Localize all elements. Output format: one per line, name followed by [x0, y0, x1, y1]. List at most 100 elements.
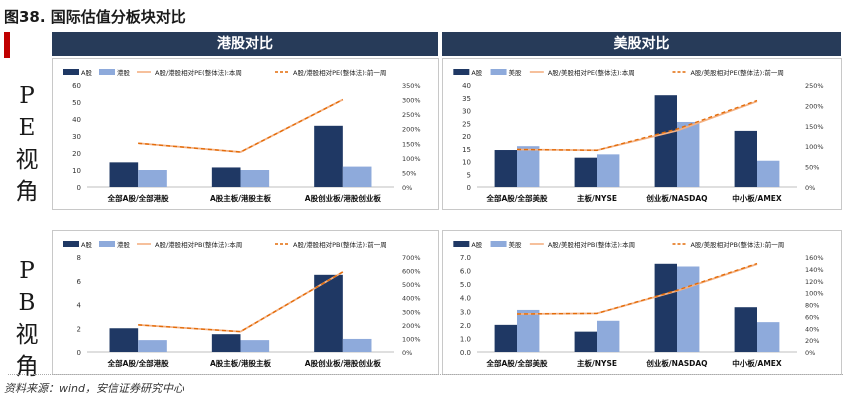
- y-tick-label: 30: [72, 133, 81, 141]
- y-tick-label: 0.0: [460, 349, 471, 357]
- y-tick-label: 40: [72, 116, 81, 124]
- accent-bar: [4, 32, 10, 58]
- y2-tick-label: 200%: [402, 126, 421, 134]
- x-tick-label: 中小板/AMEX: [732, 193, 782, 203]
- y2-tick-label: 100%: [805, 290, 824, 298]
- bar-foreign: [240, 170, 270, 187]
- legend-label: A股/港股相对PE(整体法):前一周: [293, 68, 386, 77]
- y2-tick-label: 0%: [805, 349, 815, 357]
- pb-side-text: PB视角: [15, 258, 39, 380]
- y2-tick-label: 400%: [402, 295, 421, 303]
- x-tick-label: 中小板/AMEX: [732, 358, 782, 368]
- y2-tick-label: 150%: [402, 140, 421, 148]
- x-tick-label: A股主板/港股主板: [210, 193, 272, 203]
- y2-tick-label: 500%: [402, 281, 421, 289]
- bar-a-share: [574, 157, 597, 187]
- legend-swatch: [490, 241, 507, 247]
- legend-label: A股/港股相对PE(整体法):本周: [155, 68, 242, 77]
- pe-side-text: PE视角: [15, 83, 39, 205]
- y2-tick-label: 50%: [402, 169, 416, 177]
- bar-a-share: [734, 307, 757, 352]
- bar-foreign: [597, 320, 620, 352]
- legend-swatch: [490, 69, 507, 75]
- bar-a-share: [734, 130, 757, 187]
- x-tick-label: 全部A股/全部美股: [485, 193, 548, 203]
- y2-tick-label: 300%: [402, 308, 421, 316]
- y-tick-label: 25: [462, 120, 471, 128]
- legend-label: A股/美股相对PE(整体法):前一周: [690, 68, 783, 77]
- line-prev-week: [138, 98, 344, 153]
- y-tick-label: 5.0: [460, 281, 471, 289]
- y2-tick-label: 60%: [805, 313, 819, 321]
- y-tick-label: 20: [462, 133, 471, 141]
- legend-label: A股: [81, 69, 92, 77]
- y-tick-label: 3.0: [460, 308, 471, 316]
- x-tick-label: 创业板/NASDAQ: [645, 358, 707, 368]
- y2-tick-label: 160%: [805, 254, 824, 262]
- legend-label: A股/港股相对PB(整体法):本周: [155, 240, 242, 249]
- legend-label: 港股: [117, 240, 131, 249]
- legend-label: 美股: [509, 68, 522, 77]
- y-tick-label: 0: [77, 349, 81, 357]
- bar-foreign: [677, 266, 700, 352]
- pb-side-label: PB视角: [4, 255, 50, 383]
- figure-title: 图38. 国际估值分板块对比: [4, 8, 186, 26]
- legend-label: A股/美股相对PB(整体法):前一周: [690, 240, 784, 249]
- y-tick-label: 0: [467, 184, 471, 192]
- legend-label: A股: [471, 241, 482, 249]
- us-pe-panel: A股 美股 A股/美股相对PE(整体法):本周 A股/美股相对PE(整体法):前一周 0…: [442, 58, 842, 210]
- y2-tick-label: 80%: [805, 302, 819, 310]
- y2-tick-label: 100%: [402, 335, 421, 343]
- legend-label: 美股: [509, 240, 522, 249]
- y-tick-label: 10: [462, 159, 471, 167]
- legend-swatch: [99, 69, 115, 75]
- y-tick-label: 7.0: [460, 254, 471, 262]
- us-pe-chart: A股 美股 A股/美股相对PE(整体法):本周 A股/美股相对PE(整体法):前一周 0…: [453, 68, 824, 203]
- bar-a-share: [314, 274, 343, 352]
- bar-foreign: [240, 340, 270, 352]
- right-column-header: 美股对比: [442, 32, 841, 56]
- y2-tick-label: 100%: [402, 155, 421, 163]
- bar-foreign: [138, 340, 167, 352]
- y-tick-label: 35: [462, 95, 471, 103]
- x-tick-label: 主板/NYSE: [577, 193, 617, 203]
- legend-label: A股: [81, 241, 92, 249]
- y2-tick-label: 20%: [805, 337, 819, 345]
- bar-foreign: [597, 154, 620, 187]
- y2-tick-label: 50%: [805, 164, 819, 172]
- y2-tick-label: 300%: [402, 97, 421, 105]
- bar-foreign: [757, 322, 780, 352]
- line-this-week: [516, 263, 758, 315]
- hk-pb-panel: A股 港股 A股/港股相对PB(整体法):本周 A股/港股相对PB(整体法):前一周 0…: [52, 230, 439, 375]
- y2-tick-label: 0%: [805, 184, 815, 192]
- y-tick-label: 8: [77, 254, 81, 262]
- legend-swatch: [63, 241, 79, 247]
- y-tick-label: 2.0: [460, 322, 471, 330]
- bar-foreign: [138, 170, 167, 187]
- hk-pb-chart: A股 港股 A股/港股相对PB(整体法):本周 A股/港股相对PB(整体法):前一周 0…: [63, 240, 421, 368]
- bar-a-share: [211, 167, 241, 187]
- x-tick-label: A股创业板/港股创业板: [305, 193, 382, 203]
- legend-label: A股: [471, 69, 482, 77]
- y2-tick-label: 0%: [402, 184, 412, 192]
- legend-label: A股/港股相对PB(整体法):前一周: [293, 240, 387, 249]
- y-tick-label: 6: [77, 278, 82, 286]
- bar-a-share: [211, 334, 241, 352]
- bar-foreign: [342, 166, 372, 187]
- bar-a-share: [109, 162, 139, 187]
- y2-tick-label: 600%: [402, 268, 421, 276]
- x-tick-label: 全部A股/全部美股: [485, 358, 548, 368]
- hk-pe-panel: A股 港股 A股/港股相对PE(整体法):本周 A股/港股相对PE(整体法):前一周 0…: [52, 58, 439, 210]
- bar-foreign: [677, 121, 700, 187]
- bar-a-share: [654, 95, 677, 187]
- y2-tick-label: 200%: [402, 322, 421, 330]
- y-tick-label: 10: [72, 167, 81, 175]
- source-note: 资料来源：wind，安信证券研究中心: [4, 382, 185, 395]
- line-prev-week: [516, 262, 758, 315]
- bar-foreign: [517, 309, 540, 352]
- y-tick-label: 1.0: [460, 335, 471, 343]
- bar-a-share: [574, 331, 597, 352]
- x-tick-label: 全部A股/全部港股: [107, 358, 170, 368]
- y2-tick-label: 40%: [805, 325, 819, 333]
- left-column-header: 港股对比: [52, 32, 438, 56]
